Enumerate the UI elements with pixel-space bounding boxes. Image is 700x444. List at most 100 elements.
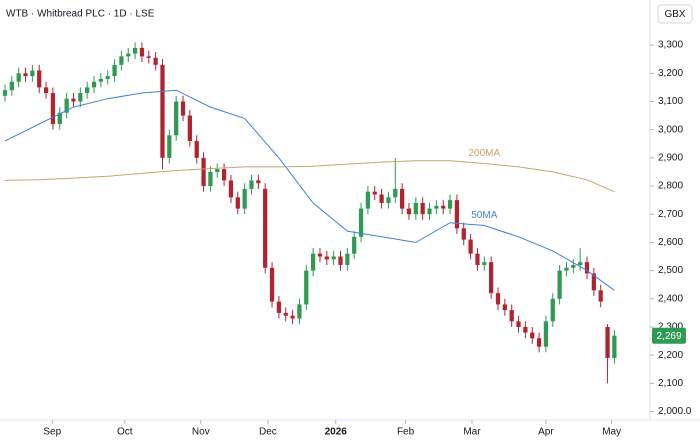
candle-body bbox=[78, 93, 83, 102]
candle-body bbox=[174, 101, 179, 136]
y-tick-label: 2,900 bbox=[658, 152, 683, 163]
last-price-box bbox=[652, 327, 686, 344]
candle-body bbox=[578, 262, 583, 265]
candle-body bbox=[564, 267, 569, 271]
candle-body bbox=[160, 64, 165, 158]
candle-body bbox=[420, 202, 425, 215]
x-tick-label: Mar bbox=[463, 427, 481, 438]
candle-body bbox=[297, 304, 302, 319]
chart-title: WTB · Whitbread PLC · 1D · LSE bbox=[6, 9, 155, 20]
candle-body bbox=[208, 171, 213, 187]
candle-body bbox=[85, 87, 90, 94]
candle-body bbox=[57, 112, 62, 125]
y-tick-label: 3,000 bbox=[658, 124, 683, 135]
candle-body bbox=[400, 188, 405, 209]
candle-body bbox=[338, 256, 343, 265]
candle-body bbox=[43, 87, 49, 94]
candle-body bbox=[612, 335, 617, 358]
candle-body bbox=[235, 197, 240, 209]
y-tick-label: 3,300 bbox=[658, 40, 683, 51]
candle-body bbox=[550, 298, 555, 322]
line-label: 200MA bbox=[468, 148, 500, 159]
candle-body bbox=[310, 253, 316, 271]
y-tick-label: 2,300 bbox=[658, 322, 683, 333]
candle-body bbox=[509, 310, 514, 322]
candle-body bbox=[146, 56, 151, 58]
candle-body bbox=[269, 267, 275, 302]
candle-body bbox=[256, 180, 261, 184]
candle-body bbox=[413, 202, 418, 215]
candle-body bbox=[30, 70, 35, 77]
candle-body bbox=[523, 326, 528, 333]
candle-body bbox=[228, 180, 234, 198]
candle-body bbox=[434, 205, 439, 209]
candle-body bbox=[180, 101, 186, 116]
candle-body bbox=[194, 140, 199, 158]
candle-body bbox=[571, 264, 576, 268]
candle-body bbox=[139, 47, 145, 57]
y-tick-label: 2,500 bbox=[658, 265, 683, 276]
moving-average-line bbox=[4, 160, 615, 193]
candle-body bbox=[304, 270, 309, 305]
candle-body bbox=[249, 180, 254, 189]
candle-body bbox=[536, 338, 542, 347]
x-tick-label: Feb bbox=[397, 427, 415, 438]
candle-body bbox=[557, 270, 562, 299]
candle-body bbox=[454, 200, 460, 229]
candle-body bbox=[242, 188, 247, 209]
candle-body bbox=[37, 70, 42, 88]
candle-body bbox=[461, 228, 466, 240]
candle-body bbox=[98, 78, 103, 82]
candle-body bbox=[167, 135, 172, 158]
candle-body bbox=[201, 157, 206, 187]
candle-body bbox=[530, 332, 535, 339]
candle-body bbox=[221, 169, 227, 181]
y-tick-label: 3,200 bbox=[658, 68, 683, 79]
currency-box[interactable] bbox=[657, 4, 693, 24]
candle-body bbox=[502, 304, 507, 311]
candle-body bbox=[543, 321, 549, 347]
candle-body bbox=[386, 197, 391, 203]
y-tick-label: 3,100 bbox=[658, 96, 683, 107]
last-price-label: 2,269 bbox=[656, 331, 681, 342]
x-tick-label: Sep bbox=[43, 427, 61, 438]
candle-body bbox=[187, 115, 192, 141]
candle-body bbox=[365, 191, 371, 209]
candle-body bbox=[372, 191, 377, 195]
candle-body bbox=[345, 253, 350, 265]
candle-body bbox=[105, 76, 110, 79]
candle-body bbox=[427, 208, 432, 215]
candle-body bbox=[50, 93, 56, 125]
candle-body bbox=[64, 98, 69, 113]
candle-body bbox=[441, 205, 446, 209]
moving-average-line bbox=[4, 89, 615, 291]
candle-body bbox=[283, 312, 288, 316]
y-tick-label: 2,400 bbox=[658, 293, 683, 304]
candle-body bbox=[447, 200, 453, 209]
x-tick-label: Nov bbox=[192, 427, 210, 438]
candle-body bbox=[126, 53, 131, 57]
y-tick-label: 2,600 bbox=[658, 237, 683, 248]
candle-body bbox=[605, 326, 610, 358]
candle-body bbox=[475, 253, 480, 265]
candle-body bbox=[290, 315, 295, 319]
candle-body bbox=[324, 256, 329, 260]
candle-body bbox=[495, 293, 501, 305]
candle-body bbox=[489, 262, 494, 294]
candle-body bbox=[2, 90, 8, 96]
line-label: 50MA bbox=[471, 210, 497, 221]
y-tick-label: 2,200 bbox=[658, 350, 683, 361]
y-tick-label: 2,100 bbox=[658, 378, 683, 389]
candle-body bbox=[112, 64, 117, 77]
candle-body bbox=[379, 194, 384, 203]
x-tick-label: May bbox=[602, 427, 621, 438]
candle-body bbox=[406, 208, 412, 215]
y-tick-label: 2,700 bbox=[658, 209, 683, 220]
candle-body bbox=[23, 73, 28, 77]
candle-body bbox=[91, 81, 97, 88]
candle-body bbox=[9, 81, 14, 91]
candle-body bbox=[71, 98, 76, 102]
candle-body bbox=[352, 236, 357, 254]
